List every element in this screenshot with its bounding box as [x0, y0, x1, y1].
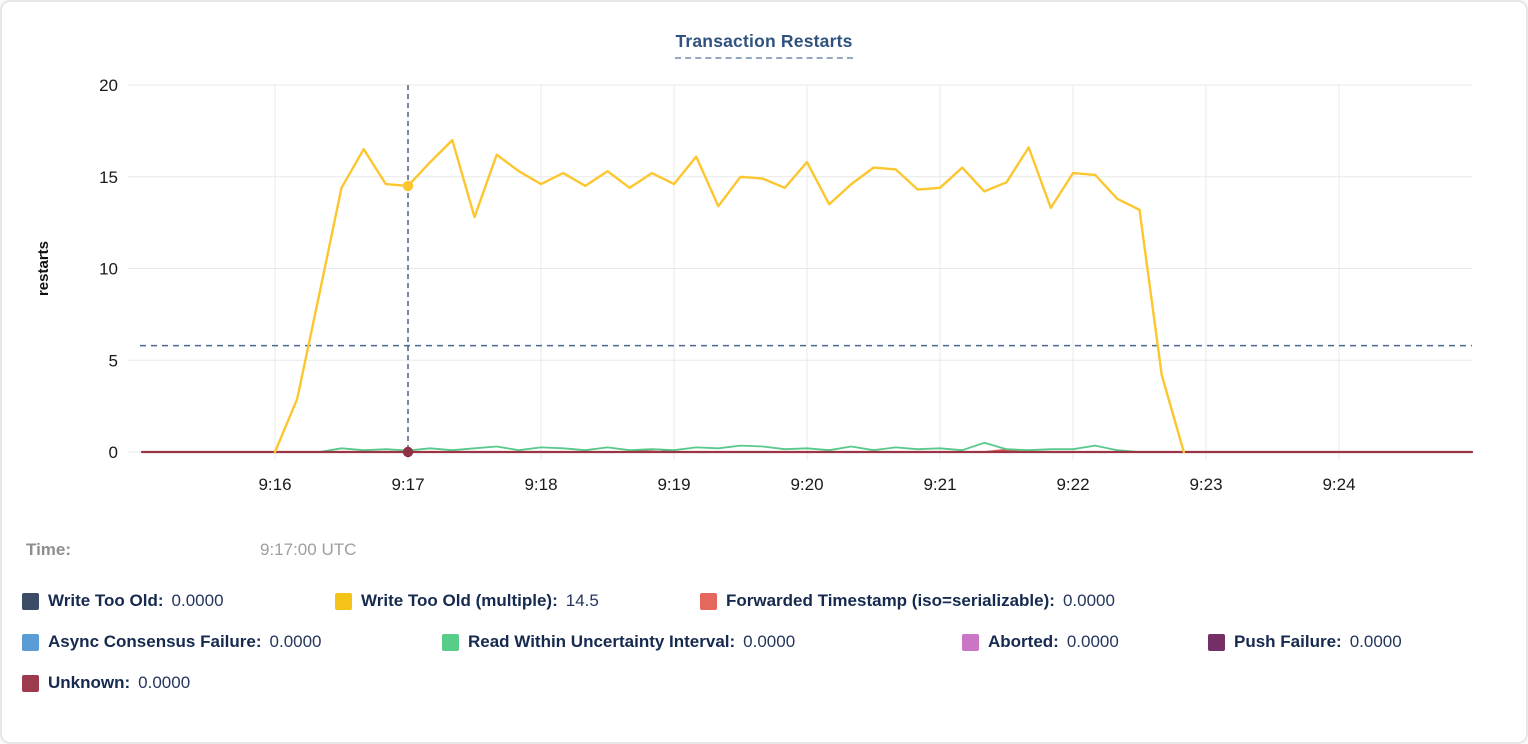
- legend-label: Read Within Uncertainty Interval:: [468, 632, 736, 651]
- legend-swatch: [442, 633, 459, 651]
- legend-item-aborted[interactable]: Aborted: 0.0000: [962, 632, 1208, 652]
- legend-label: Write Too Old:: [48, 591, 164, 610]
- legend-value: 0.0000: [171, 591, 224, 610]
- legend-swatch: [22, 633, 39, 651]
- hover-dot: [402, 446, 414, 458]
- legend: Write Too Old: 0.0000 Write Too Old (multi…: [22, 591, 1402, 693]
- hover-time-row: Time: 9:17:00 UTC: [26, 540, 726, 560]
- legend-value: 0.0000: [138, 673, 191, 692]
- x-tick-label: 9:17: [391, 475, 424, 494]
- x-tick-label: 9:16: [258, 475, 291, 494]
- legend-row: Write Too Old: 0.0000 Write Too Old (multi…: [22, 591, 1402, 611]
- x-tick-label: 9:19: [657, 475, 690, 494]
- legend-item-write-too-old-multiple[interactable]: Write Too Old (multiple): 14.5: [335, 591, 700, 611]
- legend-swatch: [700, 592, 717, 610]
- hover-time-label: Time:: [26, 540, 72, 559]
- legend-value: 0.0000: [1349, 632, 1402, 651]
- legend-item-push-failure[interactable]: Push Failure: 0.0000: [1208, 632, 1402, 652]
- x-tick-label: 9:18: [524, 475, 557, 494]
- legend-label: Forwarded Timestamp (iso=serializable):: [726, 591, 1055, 610]
- legend-swatch: [22, 592, 39, 610]
- legend-swatch: [22, 674, 39, 692]
- chart-title-wrap: Transaction Restarts: [2, 31, 1526, 59]
- hover-dot: [402, 180, 414, 192]
- legend-row: Unknown: 0.0000: [22, 673, 1402, 693]
- legend-item-forwarded-timestamp-iso-serializable[interactable]: Forwarded Timestamp (iso=serializable): 0…: [700, 591, 1115, 611]
- y-tick-label: 5: [109, 351, 118, 370]
- legend-label: Unknown:: [48, 673, 131, 692]
- legend-value: 0.0000: [743, 632, 796, 651]
- y-tick-label: 10: [99, 260, 118, 279]
- legend-item-write-too-old[interactable]: Write Too Old: 0.0000: [22, 591, 335, 611]
- legend-value: 0.0000: [1062, 591, 1115, 610]
- legend-item-unknown[interactable]: Unknown: 0.0000: [22, 673, 190, 693]
- hover-time-value: 9:17:00 UTC: [260, 540, 357, 559]
- x-tick-label: 9:24: [1322, 475, 1355, 494]
- legend-swatch: [1208, 633, 1225, 651]
- legend-value: 0.0000: [269, 632, 322, 651]
- legend-item-async-consensus-failure[interactable]: Async Consensus Failure: 0.0000: [22, 632, 442, 652]
- legend-label: Async Consensus Failure:: [48, 632, 262, 651]
- chart-title[interactable]: Transaction Restarts: [675, 31, 853, 59]
- legend-label: Write Too Old (multiple):: [361, 591, 558, 610]
- chart-canvas[interactable]: 0 5 10 15 20 9:16 9:17 9:18 9:19 9:20 9:21 9:22 9:23…: [2, 2, 1528, 507]
- legend-label: Push Failure:: [1234, 632, 1342, 651]
- y-tick-label: 0: [109, 443, 118, 462]
- x-tick-label: 9:20: [790, 475, 823, 494]
- series-line-1: [273, 138, 1186, 454]
- x-tick-label: 9:23: [1189, 475, 1222, 494]
- legend-item-read-within-uncertainty-interval[interactable]: Read Within Uncertainty Interval: 0.0000: [442, 632, 962, 652]
- legend-value: 14.5: [565, 591, 599, 610]
- x-tick-label: 9:22: [1056, 475, 1089, 494]
- x-tick-label: 9:21: [923, 475, 956, 494]
- legend-swatch: [962, 633, 979, 651]
- y-axis-label: restarts: [35, 241, 52, 296]
- legend-swatch: [335, 592, 352, 610]
- legend-row: Async Consensus Failure: 0.0000 Read Withi…: [22, 632, 1402, 652]
- y-tick-label: 15: [99, 168, 118, 187]
- legend-value: 0.0000: [1066, 632, 1119, 651]
- legend-label: Aborted:: [988, 632, 1059, 651]
- y-tick-label: 20: [99, 76, 118, 95]
- series-line-4: [318, 441, 1141, 453]
